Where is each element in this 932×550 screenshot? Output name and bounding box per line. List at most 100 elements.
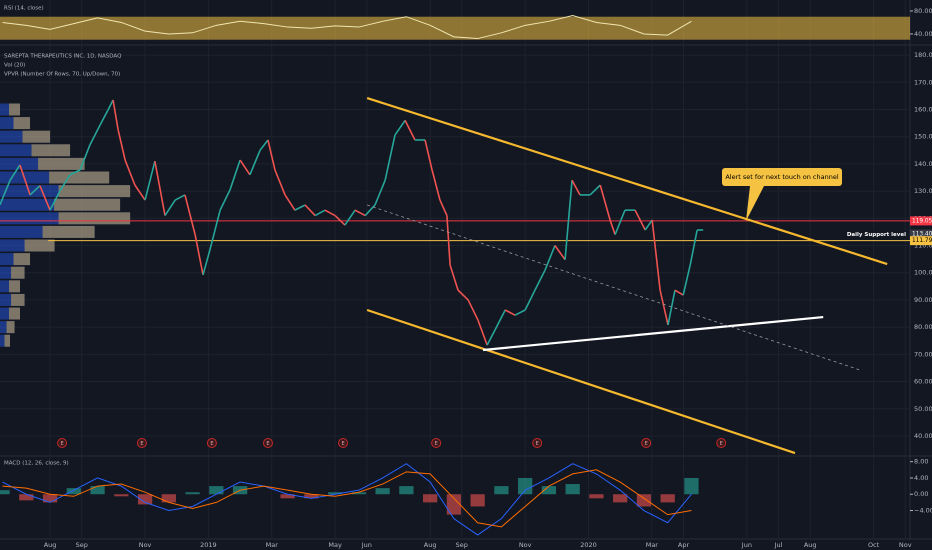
macd-histogram <box>660 494 675 503</box>
y-tick-label: 70.00 <box>914 350 932 358</box>
price-segment <box>29 185 41 196</box>
macd-histogram <box>327 492 343 495</box>
x-tick-label: Nov <box>899 541 912 549</box>
macd-tick-label: 4.00 <box>914 474 928 482</box>
volume-profile-bar-up <box>6 321 15 334</box>
earnings-label: E <box>536 441 539 447</box>
earnings-marker <box>136 438 147 448</box>
earnings-label: E <box>140 441 143 447</box>
volume-profile-bar-up <box>9 280 21 293</box>
price-segment <box>202 249 211 276</box>
earnings-label: E <box>645 441 648 447</box>
macd-histogram <box>423 494 438 503</box>
macd-label: MACD (12, 26, close, 9) <box>4 461 69 467</box>
price-segment <box>554 245 566 261</box>
price-segment <box>659 289 669 326</box>
price-segment <box>117 129 126 161</box>
price-segment <box>249 149 261 176</box>
x-tick-label: Sep <box>456 541 468 549</box>
earnings-marker <box>532 438 543 448</box>
indicator-label: VPVR (Number Of Rows, 70, Up/Down, 70) <box>4 72 120 78</box>
price-segment <box>344 209 356 226</box>
trend-line <box>366 308 796 455</box>
price-segment <box>209 209 221 250</box>
macd-histogram <box>66 488 81 495</box>
x-tick-label: Aug <box>804 541 817 549</box>
volume-profile-bar <box>0 239 55 252</box>
volume-profile-bar-up <box>11 293 25 306</box>
price-segment <box>304 204 316 217</box>
trend-line <box>482 315 824 352</box>
price-segment <box>424 139 433 171</box>
price-segment <box>634 209 646 231</box>
volume-profile-bar-up <box>58 185 131 198</box>
volume-profile-bar-up <box>22 130 51 143</box>
price-segment <box>49 190 61 211</box>
price-segment <box>0 179 11 206</box>
earnings-marker <box>716 438 727 448</box>
price-segment <box>194 234 204 276</box>
rsi-tick-label: 80.00 <box>914 7 932 15</box>
x-tick-label: Jul <box>774 541 783 549</box>
volume-profile-bar <box>0 334 11 347</box>
earnings-marker <box>338 438 349 448</box>
macd-histogram <box>280 494 295 499</box>
earnings-marker <box>57 438 68 448</box>
earnings-marker <box>206 438 217 448</box>
price-segment <box>39 185 51 211</box>
rsi-band <box>0 16 910 40</box>
price-segment <box>431 169 441 201</box>
x-tick-label: Jun <box>741 541 752 549</box>
y-tick-label: 170.00 <box>914 78 932 86</box>
volume-profile-bar <box>0 280 21 293</box>
volume-profile-bar-up <box>9 307 21 320</box>
x-tick-label: May <box>328 541 342 549</box>
price-segment <box>144 160 156 201</box>
price-segment <box>284 194 296 211</box>
macd-tick-label: 0.00 <box>914 490 928 498</box>
y-tick-label: 140.00 <box>914 160 932 168</box>
price-segment <box>609 219 616 235</box>
callout-text: Alert set for next touch on channel <box>725 173 838 181</box>
x-tick-label: Jun <box>361 541 372 549</box>
price-segment <box>154 161 166 216</box>
volume-profile-bar <box>0 307 21 320</box>
volume-profile-bar-up <box>24 239 55 252</box>
chart-title: SAREPTA THERAPEUTICS INC, 1D, NASDAQ <box>4 54 122 60</box>
price-segment <box>682 264 691 296</box>
price-segment <box>457 289 469 301</box>
price-segment <box>274 169 286 196</box>
indicator-label: Vol (20) <box>4 63 25 69</box>
volume-profile-bar <box>0 171 110 184</box>
macd-histogram <box>518 477 533 495</box>
rsi-tick-label: 40.00 <box>914 30 932 38</box>
price-segment <box>534 269 546 291</box>
price-segment <box>69 169 81 176</box>
y-tick-label: 50.00 <box>914 405 932 413</box>
price-segment <box>184 194 196 235</box>
trend-line <box>366 97 888 266</box>
volume-profile-bar <box>0 266 25 279</box>
volume-profile-bar <box>0 103 21 116</box>
price-segment <box>404 120 416 141</box>
volume-profile-bar <box>0 117 31 130</box>
price-segment <box>504 309 516 316</box>
callout-box <box>722 168 842 186</box>
price-segment <box>229 159 241 191</box>
macd-histogram <box>446 494 462 515</box>
y-tick-label: 130.00 <box>914 187 932 195</box>
price-segment <box>644 219 653 231</box>
macd-histogram <box>494 486 509 495</box>
price-segment <box>689 229 698 266</box>
earnings-label: E <box>720 441 723 447</box>
volume-profile-bar-up <box>31 144 71 157</box>
volume-profile-bar-up <box>9 103 21 116</box>
price-segment <box>79 144 91 171</box>
rsi-label: RSI (14, close) <box>4 6 44 12</box>
earnings-marker <box>641 438 652 448</box>
macd-tick-label: 8.00 <box>914 458 928 466</box>
y-tick-label: 180.00 <box>914 51 932 59</box>
price-segment <box>674 289 684 296</box>
